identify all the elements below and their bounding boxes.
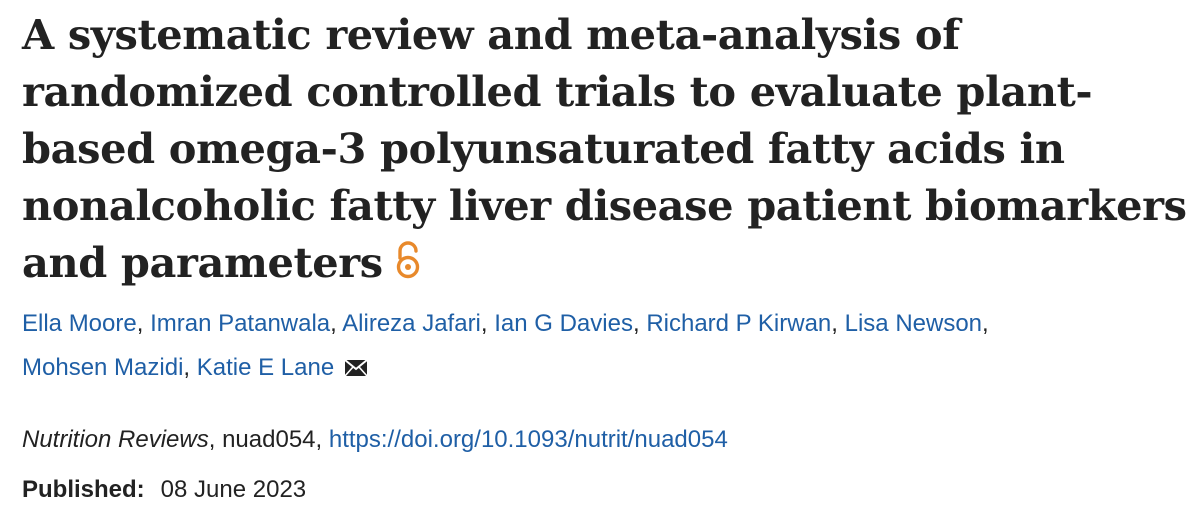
journal-name: Nutrition Reviews (22, 426, 209, 453)
article-id: nuad054 (222, 426, 316, 453)
author-separator: , (183, 354, 191, 381)
citation-separator: , (208, 426, 223, 453)
published-date: 08 June 2023 (160, 476, 307, 503)
article-title: A systematic review and meta-analysis of… (22, 6, 1187, 293)
author-link[interactable]: Richard P Kirwan (646, 310, 832, 337)
author-link[interactable]: Mohsen Mazidi (22, 354, 184, 381)
published-line: Published: 08 June 2023 (22, 470, 1182, 510)
author-link[interactable]: Lisa Newson (844, 310, 983, 337)
title-line-last: and parameters (22, 234, 1182, 293)
author-link[interactable]: Katie E Lane (196, 354, 335, 381)
author-link[interactable]: Alireza Jafari (342, 310, 481, 337)
citation-separator: , (315, 426, 329, 453)
title-line: based omega-3 polyunsaturated fatty acid… (22, 124, 1065, 173)
doi-link[interactable]: https://doi.org/10.1093/nutrit/nuad054 (328, 426, 728, 453)
author-separator: , (330, 310, 337, 337)
open-access-lock-icon (395, 236, 421, 293)
author-separator: , (831, 310, 838, 337)
title-line: A systematic review and meta-analysis of (22, 10, 960, 59)
author-link[interactable]: Ella Moore (22, 310, 137, 337)
published-label: Published: (22, 476, 145, 503)
envelope-icon[interactable] (344, 348, 368, 392)
article-header: A systematic review and meta-analysis of… (22, 6, 1187, 510)
title-line: nonalcoholic fatty liver disease patient… (22, 181, 1187, 230)
author-separator: , (632, 310, 640, 337)
author-link[interactable]: Imran Patanwala (150, 310, 331, 337)
title-line-text: and parameters (22, 238, 383, 287)
author-line: Ella Moore, Imran Patanwala, Alireza Jaf… (22, 302, 1182, 346)
author-line: Mohsen Mazidi, Katie E Lane (22, 346, 1182, 392)
citation-line: Nutrition Reviews, nuad054, https://doi.… (22, 420, 1182, 460)
author-link[interactable]: Ian G Davies (494, 310, 633, 337)
author-separator: , (982, 310, 989, 337)
author-separator: , (136, 310, 144, 337)
author-separator: , (480, 310, 488, 337)
title-line: randomized controlled trials to evaluate… (22, 67, 1093, 116)
author-list: Ella Moore, Imran Patanwala, Alireza Jaf… (22, 302, 1182, 392)
